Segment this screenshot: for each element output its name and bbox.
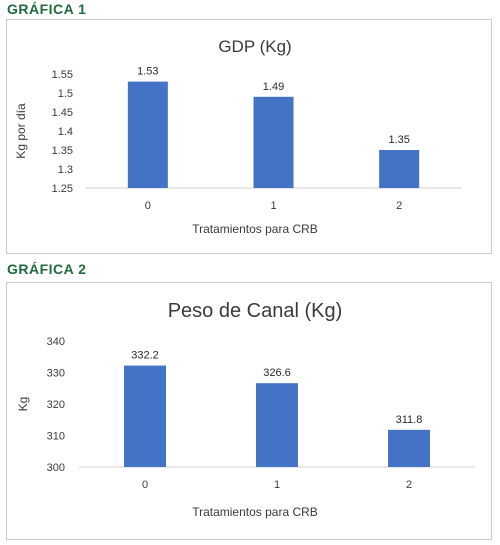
chart1-bar-2 (379, 150, 420, 188)
chart1-bar-1 (253, 96, 294, 188)
chart2-y-tick-label: 300 (47, 462, 65, 474)
chart2-data-label: 311.8 (396, 414, 423, 426)
chart1-category-label: 2 (396, 200, 402, 212)
chart1-category-label: 0 (145, 200, 151, 212)
chart2-bar-1 (256, 383, 298, 467)
chart1-y-tick-label: 1.45 (52, 107, 73, 119)
chart2-bar-0 (124, 365, 166, 467)
chart2-y-axis-title: Kg (16, 397, 30, 412)
chart2-panel: Peso de Canal (Kg) 300 310 320 330 340 332.2 0 3… (6, 282, 492, 540)
chart1-panel: GDP (Kg) 1.25 1.3 1.35 1.4 1.45 1.5 1.55 1.53 0 1.… (6, 19, 492, 254)
chart1-title: GDP (Kg) (218, 37, 291, 56)
chart1-y-axis-title: Kg por día (14, 103, 28, 159)
chart1-heading: GRÁFICA 1 (7, 1, 87, 17)
chart1-y-tick-label: 1.4 (58, 126, 73, 138)
chart2-category-label: 1 (274, 479, 280, 491)
chart2-y-tick-label: 340 (47, 336, 65, 348)
chart1-data-label: 1.35 (388, 134, 409, 146)
chart1-x-axis-title: Tratamientos para CRB (192, 222, 318, 236)
chart2-y-tick-label: 320 (47, 399, 65, 411)
chart2-category-label: 2 (406, 479, 412, 491)
chart1-svg: GDP (Kg) 1.25 1.3 1.35 1.4 1.45 1.5 1.55 1.53 0 1.… (14, 37, 462, 236)
chart1-y-tick-label: 1.5 (58, 88, 73, 100)
chart2-title: Peso de Canal (Kg) (168, 300, 343, 322)
chart1-data-label: 1.49 (263, 81, 284, 93)
chart2-data-label: 326.6 (263, 367, 291, 379)
chart1-y-tick-label: 1.55 (52, 69, 73, 81)
chart1-bar-0 (127, 81, 168, 188)
chart1-category-label: 1 (270, 200, 276, 212)
chart1-y-tick-label: 1.25 (52, 183, 73, 195)
chart1-y-tick-label: 1.3 (58, 164, 73, 176)
chart2-data-label: 332.2 (131, 350, 159, 362)
chart1-data-label: 1.53 (137, 66, 158, 78)
chart2-svg: Peso de Canal (Kg) 300 310 320 330 340 332.2 0 3… (16, 300, 475, 519)
chart2-x-axis-title: Tratamientos para CRB (192, 505, 318, 519)
chart2-heading: GRÁFICA 2 (7, 261, 87, 277)
chart1-y-tick-label: 1.35 (52, 145, 73, 157)
chart2-category-label: 0 (142, 479, 148, 491)
chart2-y-tick-label: 310 (47, 431, 65, 443)
chart2-bar-2 (388, 429, 430, 467)
chart2-y-tick-label: 330 (47, 368, 65, 380)
